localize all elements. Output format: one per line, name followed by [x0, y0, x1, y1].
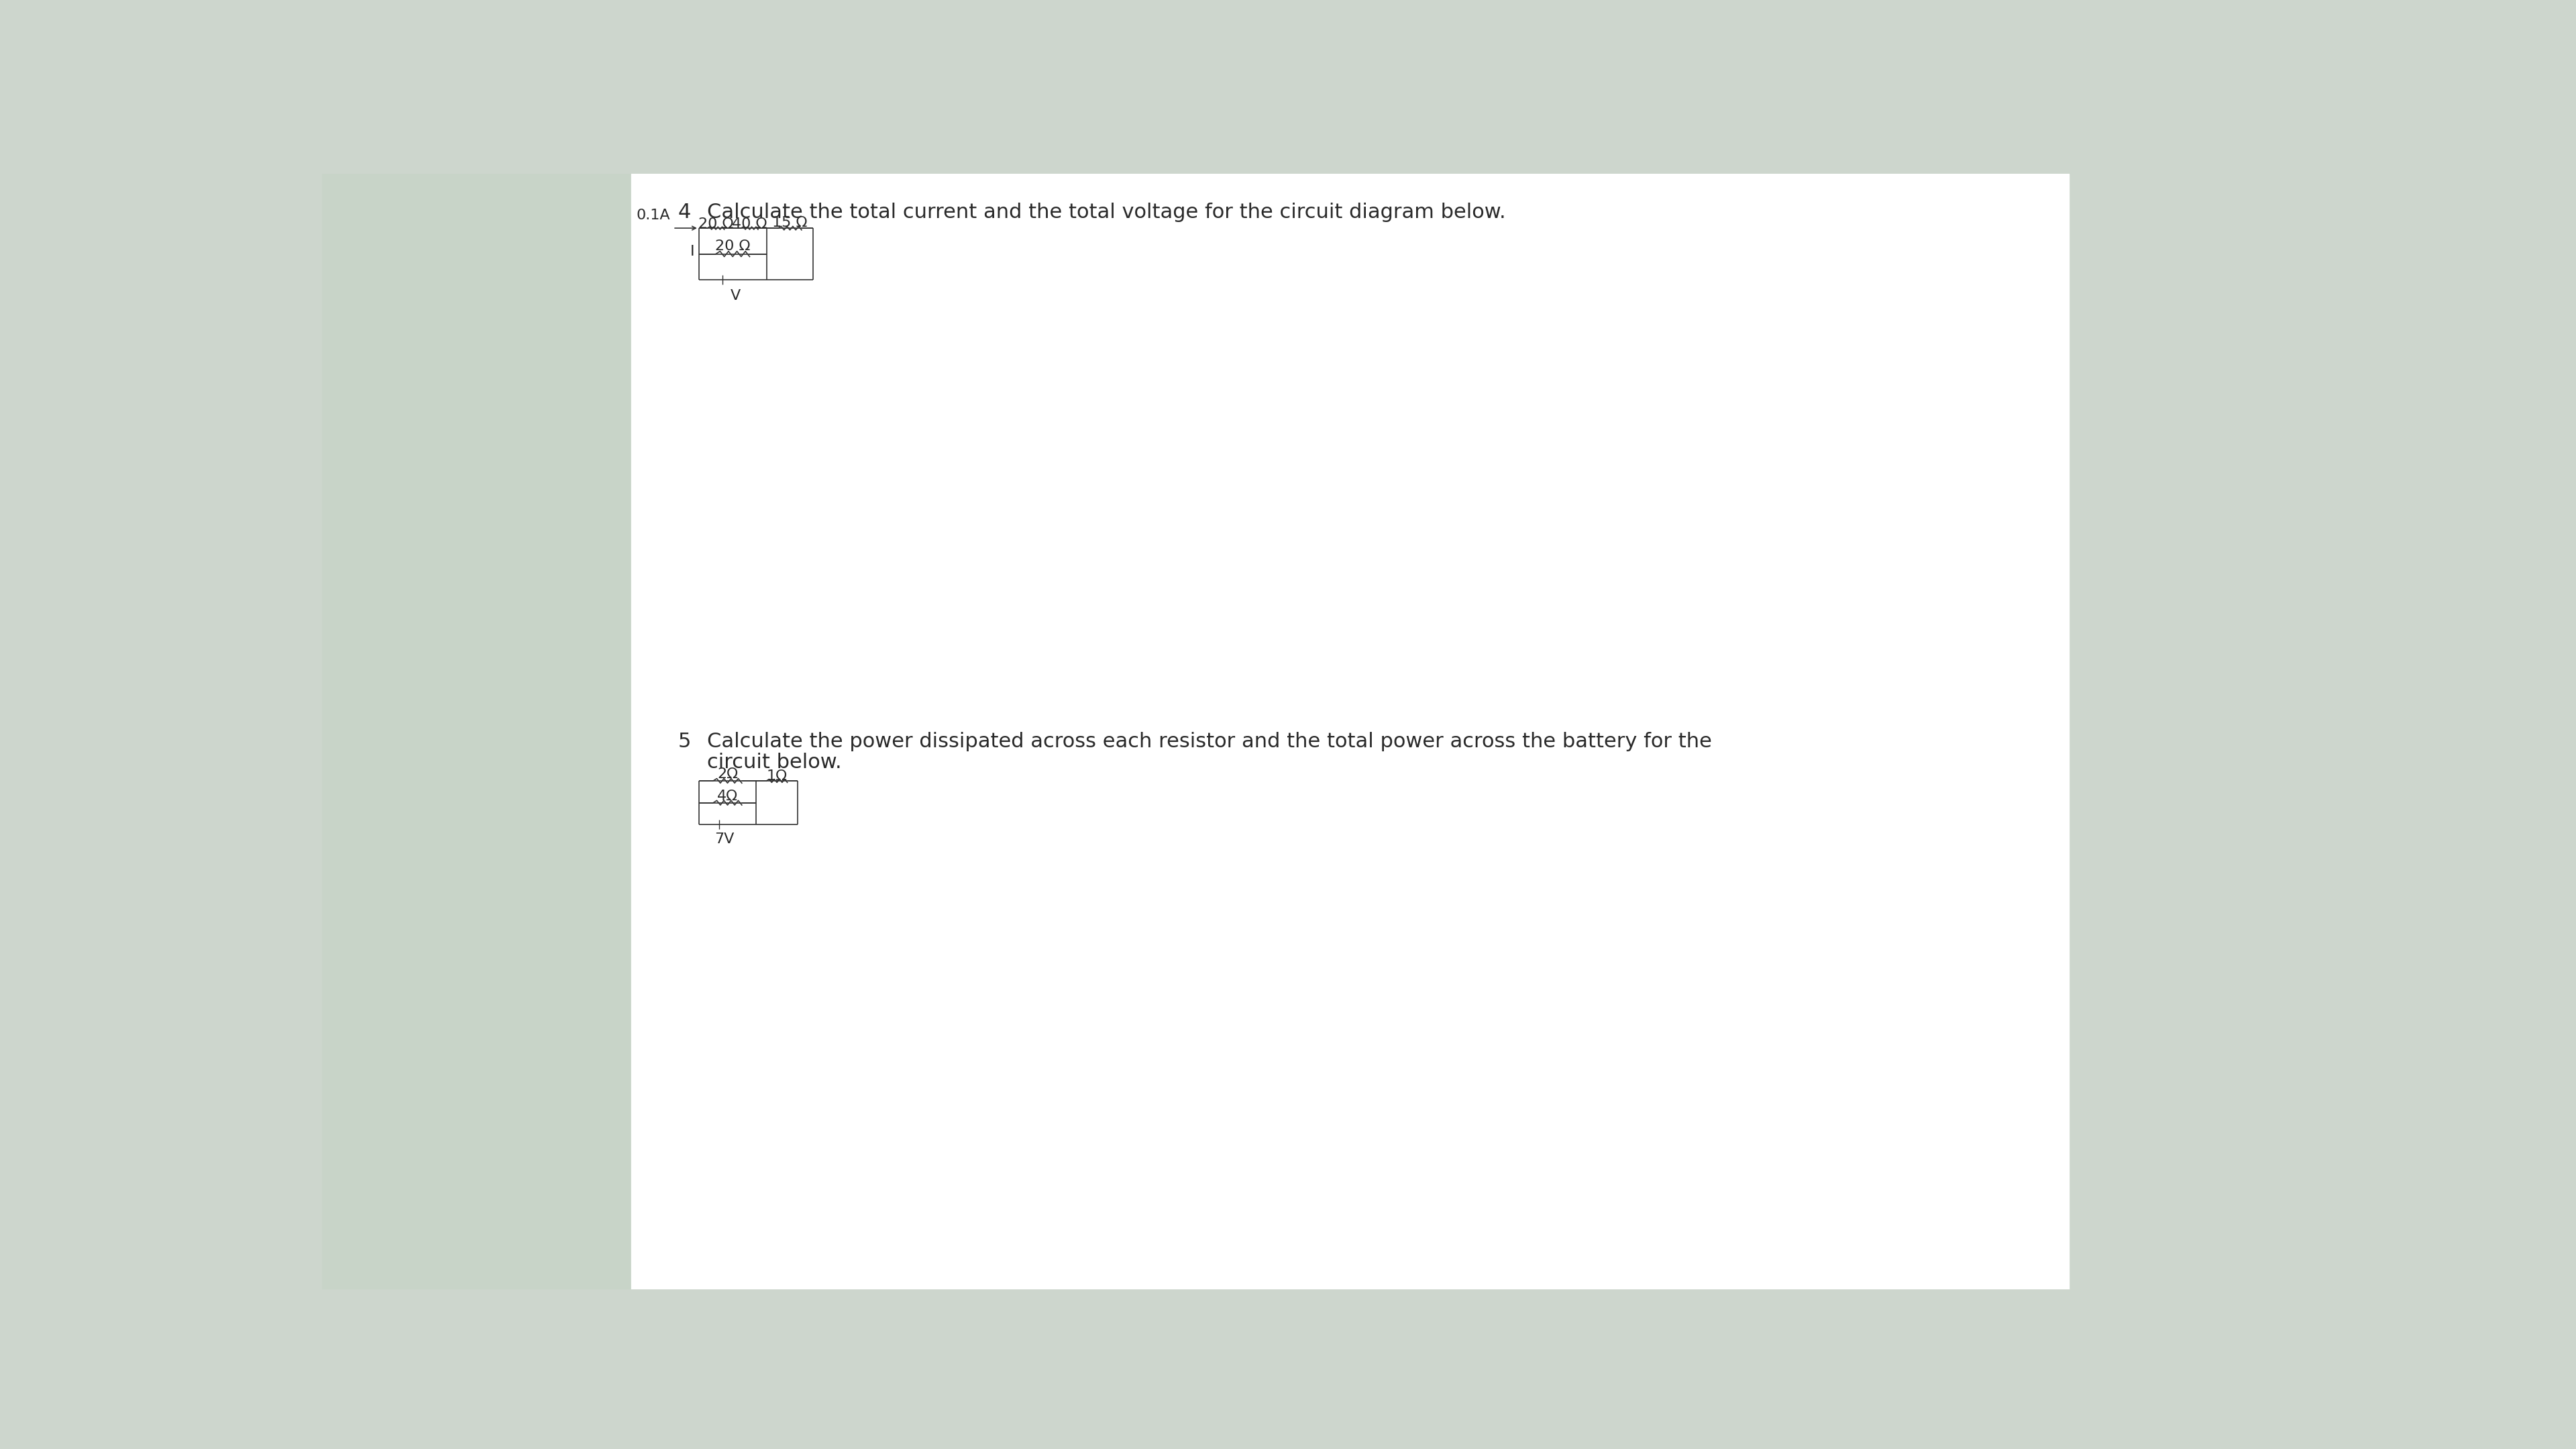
Text: 15 Ω: 15 Ω	[773, 216, 806, 229]
Text: 20 Ω: 20 Ω	[716, 239, 750, 252]
Text: 4Ω: 4Ω	[716, 790, 737, 803]
Text: 2Ω: 2Ω	[716, 768, 737, 781]
Text: 5: 5	[677, 732, 690, 751]
Text: 4: 4	[677, 203, 690, 222]
Text: 20 Ω: 20 Ω	[698, 217, 734, 230]
Bar	[322, 174, 631, 1290]
Text: circuit below.: circuit below.	[706, 752, 842, 772]
Text: I: I	[690, 245, 696, 258]
Text: 1Ω: 1Ω	[768, 769, 788, 782]
Text: 7V: 7V	[714, 833, 734, 846]
Text: 40 Ω: 40 Ω	[732, 217, 768, 230]
Bar	[631, 174, 2069, 1290]
Text: Calculate the total current and the total voltage for the circuit diagram below.: Calculate the total current and the tota…	[706, 203, 1504, 222]
Text: 0.1A: 0.1A	[636, 209, 670, 222]
Text: V: V	[732, 288, 742, 303]
Text: Calculate the power dissipated across each resistor and the total power across t: Calculate the power dissipated across ea…	[706, 732, 1710, 751]
